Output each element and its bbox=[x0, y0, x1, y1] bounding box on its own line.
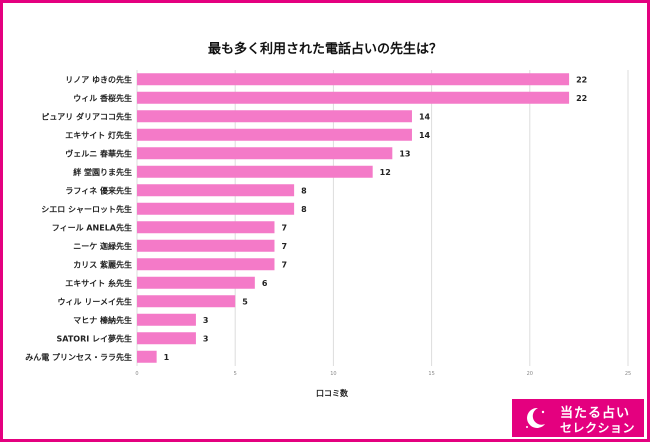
value-label: 7 bbox=[281, 242, 287, 251]
value-label: 1 bbox=[164, 353, 170, 362]
category-label: SATORI レイ夢先生 bbox=[56, 333, 132, 343]
category-label: ウィル 香桜先生 bbox=[73, 93, 132, 103]
x-tick-label: 15 bbox=[428, 371, 434, 377]
value-label: 7 bbox=[281, 223, 287, 232]
category-label: ウィル リーメイ先生 bbox=[58, 296, 132, 306]
x-tick-label: 5 bbox=[234, 371, 237, 377]
value-label: 12 bbox=[380, 168, 391, 177]
value-label: 3 bbox=[203, 316, 209, 325]
bar bbox=[137, 239, 275, 252]
value-labels: 22 22 14 14 13 12 8 8 7 7 7 6 5 3 3 1 bbox=[164, 75, 588, 362]
value-label: 7 bbox=[281, 260, 287, 269]
category-label: マヒナ 榛納先生 bbox=[73, 315, 132, 325]
bar bbox=[137, 147, 393, 160]
brand-line-1: 当たる占い bbox=[560, 406, 631, 421]
category-label: カリス 紫麗先生 bbox=[73, 259, 132, 269]
bar bbox=[137, 73, 570, 86]
category-label: ピュアリ ダリアココ先生 bbox=[41, 111, 132, 121]
bar bbox=[137, 258, 275, 271]
bar bbox=[137, 276, 255, 289]
bars bbox=[137, 73, 570, 363]
category-label: シエロ シャーロット先生 bbox=[41, 204, 132, 214]
bar bbox=[137, 332, 196, 345]
value-label: 14 bbox=[419, 131, 431, 140]
value-label: 13 bbox=[399, 149, 410, 158]
value-label: 14 bbox=[419, 112, 431, 121]
x-axis-label: 口コミ数 bbox=[316, 388, 349, 398]
bar bbox=[137, 202, 295, 215]
category-label: ラフィネ 優来先生 bbox=[65, 185, 132, 195]
value-label: 22 bbox=[576, 75, 587, 84]
category-label: 絆 堂園りま先生 bbox=[73, 167, 132, 177]
category-label: エキサイト 糸先生 bbox=[65, 278, 132, 288]
x-tick-label: 20 bbox=[527, 371, 533, 377]
bar bbox=[137, 221, 275, 234]
bar bbox=[137, 350, 157, 363]
bar bbox=[137, 128, 412, 141]
bar bbox=[137, 184, 295, 197]
chart-title: 最も多く利用された電話占いの先生は？ bbox=[207, 42, 442, 57]
brand-line-2: セレクション bbox=[560, 421, 636, 435]
bar bbox=[137, 295, 236, 308]
x-tick-labels: 0 5 10 15 20 25 bbox=[135, 371, 631, 377]
value-label: 5 bbox=[242, 297, 248, 306]
value-label: 6 bbox=[262, 279, 268, 288]
x-tick-label: 25 bbox=[625, 371, 631, 377]
brand-badge: 当たる占い セレクション bbox=[512, 399, 644, 437]
bar bbox=[137, 165, 373, 178]
bar bbox=[137, 313, 196, 326]
bar bbox=[137, 110, 412, 123]
crescent-moon-icon bbox=[526, 407, 545, 428]
value-label: 22 bbox=[576, 94, 587, 103]
value-label: 8 bbox=[301, 186, 307, 195]
category-label: リノア ゆきの先生 bbox=[65, 74, 132, 84]
value-label: 3 bbox=[203, 334, 209, 343]
category-label: エキサイト 灯先生 bbox=[65, 130, 132, 140]
category-label: ヴェルニ 春華先生 bbox=[65, 148, 132, 158]
x-tick-label: 10 bbox=[330, 371, 336, 377]
category-label: みん電 プリンセス・ララ先生 bbox=[25, 352, 132, 362]
x-tick-label: 0 bbox=[135, 371, 138, 377]
bar bbox=[137, 91, 570, 104]
category-label: フィール ANELA先生 bbox=[52, 222, 132, 232]
category-label: ニーケ 迦緑先生 bbox=[73, 241, 132, 251]
value-label: 8 bbox=[301, 205, 307, 214]
